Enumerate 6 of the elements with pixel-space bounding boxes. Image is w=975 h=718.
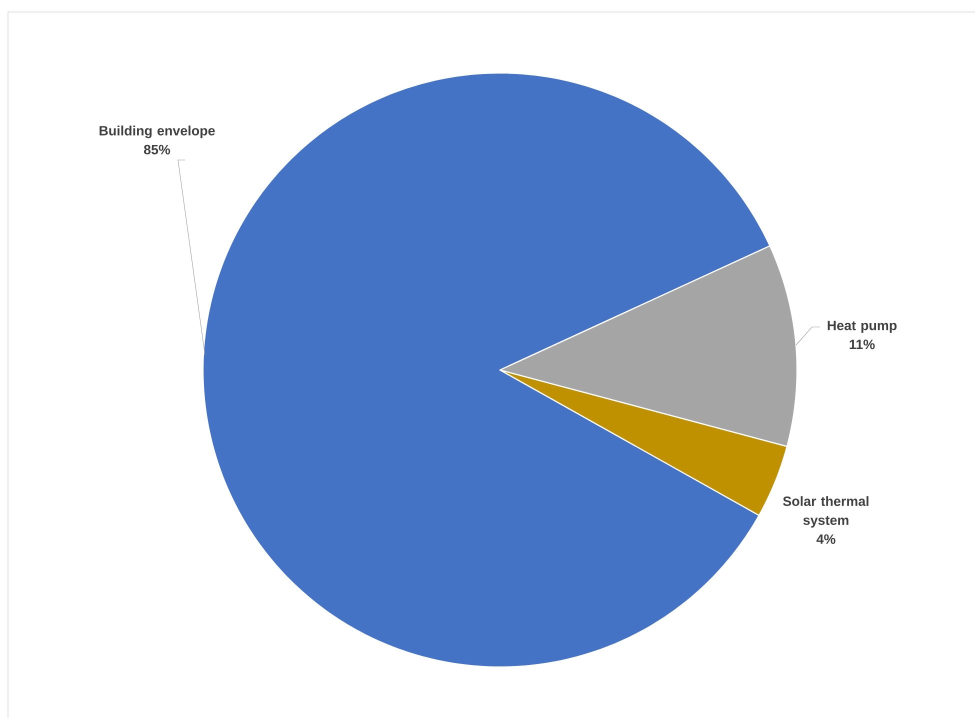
- slice-label: Heat pump: [828, 320, 897, 333]
- data-label: 85%: [144, 144, 170, 154]
- data-label: 4%: [816, 534, 836, 544]
- slice-label: Solar thermal system: [783, 496, 868, 528]
- data-label: 11%: [850, 340, 875, 350]
- slice-label: Building envelope: [100, 126, 215, 138]
